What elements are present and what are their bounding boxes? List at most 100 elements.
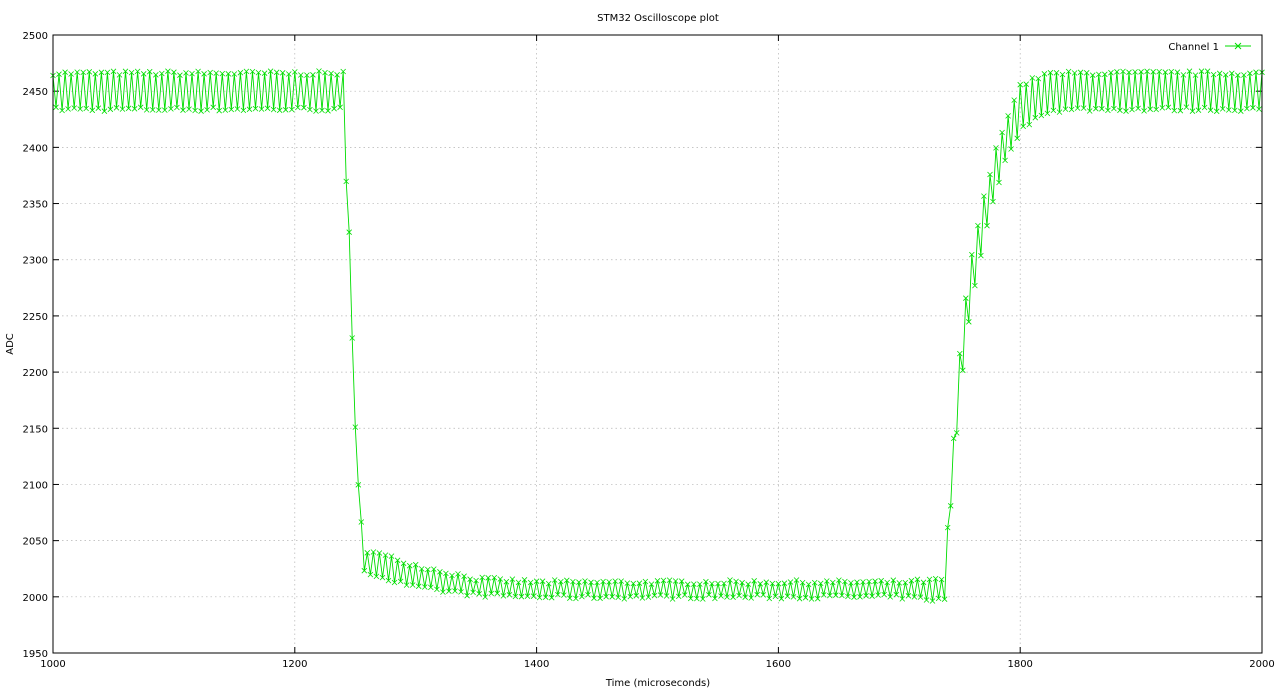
data-point-marker [926, 576, 933, 583]
data-point-marker [751, 578, 757, 584]
data-point-marker [866, 578, 872, 585]
data-point-marker [524, 593, 531, 599]
data-point-marker [165, 68, 171, 74]
data-point-marker [394, 557, 401, 564]
data-point-marker [561, 592, 567, 598]
data-point-marker [820, 592, 827, 598]
data-point-marker [851, 594, 857, 600]
data-point-marker [352, 424, 359, 430]
data-point-marker [799, 579, 806, 586]
data-point-marker [969, 251, 975, 258]
data-point-marker [781, 580, 788, 586]
data-point-marker [1238, 108, 1244, 114]
data-point-marker [1171, 107, 1178, 114]
data-point-marker [908, 577, 915, 584]
data-point-marker [134, 68, 141, 75]
data-point-marker [754, 591, 760, 598]
data-point-marker [482, 594, 488, 600]
data-point-marker [706, 592, 712, 598]
data-point-marker [500, 593, 507, 599]
y-tick-label: 2400 [23, 143, 48, 154]
data-point-marker [624, 580, 631, 586]
data-point-marker [648, 581, 655, 587]
data-point-marker [678, 578, 685, 584]
data-point-marker [645, 594, 652, 600]
data-point-marker [464, 592, 470, 599]
data-point-marker [1080, 105, 1087, 111]
data-point-marker [814, 595, 821, 602]
data-point-marker [881, 591, 887, 598]
series-markers [50, 68, 1265, 604]
data-point-marker [681, 592, 688, 598]
data-point-marker [1059, 71, 1066, 78]
data-point-marker [899, 596, 906, 602]
data-point-marker [213, 70, 219, 76]
data-point-marker [231, 71, 238, 77]
data-point-marker [1207, 107, 1214, 113]
data-point-marker [938, 576, 945, 583]
y-tick-label: 2300 [23, 256, 48, 267]
x-tick-label: 1800 [1007, 659, 1032, 670]
data-point-marker [727, 577, 733, 583]
data-point-marker [143, 107, 150, 113]
data-point-marker [839, 592, 845, 599]
data-point-marker [660, 577, 667, 584]
data-point-marker [1056, 109, 1063, 115]
data-point-marker [1232, 107, 1238, 114]
data-point-marker [225, 71, 232, 77]
data-point-marker [95, 105, 102, 111]
data-point-marker [355, 482, 362, 488]
axis-ticks: 1000 1200 1400 1600 1800 2000 1950 2000 2050 2100… [23, 31, 1275, 670]
data-point-marker [978, 252, 984, 259]
data-point-marker [479, 574, 485, 581]
data-point-marker [920, 579, 927, 586]
data-point-marker [295, 104, 301, 111]
data-point-marker [1105, 107, 1111, 114]
data-point-marker [119, 106, 126, 112]
data-point-marker [449, 572, 455, 579]
data-point-marker [1241, 72, 1247, 78]
data-point-marker [666, 577, 673, 583]
data-point-marker [1005, 113, 1011, 119]
legend: Channel 1 [1168, 42, 1251, 53]
data-layer [50, 68, 1265, 604]
data-point-marker [842, 578, 848, 585]
data-point-marker [715, 580, 721, 587]
data-point-marker [458, 589, 464, 595]
data-point-marker [1150, 69, 1156, 75]
data-point-marker [431, 566, 437, 572]
data-point-marker [68, 71, 74, 77]
data-point-marker [370, 549, 377, 555]
data-point-marker [412, 561, 419, 568]
data-point-marker [391, 579, 398, 586]
data-point-marker [827, 592, 833, 599]
data-point-marker [1065, 68, 1072, 75]
data-point-marker [177, 72, 183, 78]
data-point-marker [104, 69, 111, 76]
data-point-marker [966, 319, 972, 325]
data-point-marker [261, 70, 268, 76]
data-point-marker [1244, 105, 1250, 112]
data-point-marker [418, 566, 425, 572]
data-point-marker [712, 595, 718, 602]
data-point-marker [110, 68, 117, 75]
data-point-marker [527, 579, 534, 586]
data-point-marker [833, 592, 839, 598]
data-point-marker [140, 71, 147, 77]
data-point-marker [494, 590, 501, 597]
data-point-marker [932, 575, 939, 582]
data-point-marker [1174, 69, 1181, 75]
data-point-marker [434, 586, 440, 593]
data-point-marker [1117, 107, 1123, 114]
data-point-marker [56, 71, 62, 77]
data-point-marker [1162, 69, 1169, 75]
data-point-marker [1050, 107, 1057, 114]
data-point-marker [422, 584, 428, 590]
data-point-marker [219, 70, 226, 77]
data-point-marker [796, 595, 803, 602]
data-point-marker [1192, 72, 1199, 78]
data-point-marker [313, 108, 319, 114]
data-point-marker [273, 69, 280, 76]
data-point-marker [331, 105, 337, 112]
data-point-marker [718, 593, 724, 599]
